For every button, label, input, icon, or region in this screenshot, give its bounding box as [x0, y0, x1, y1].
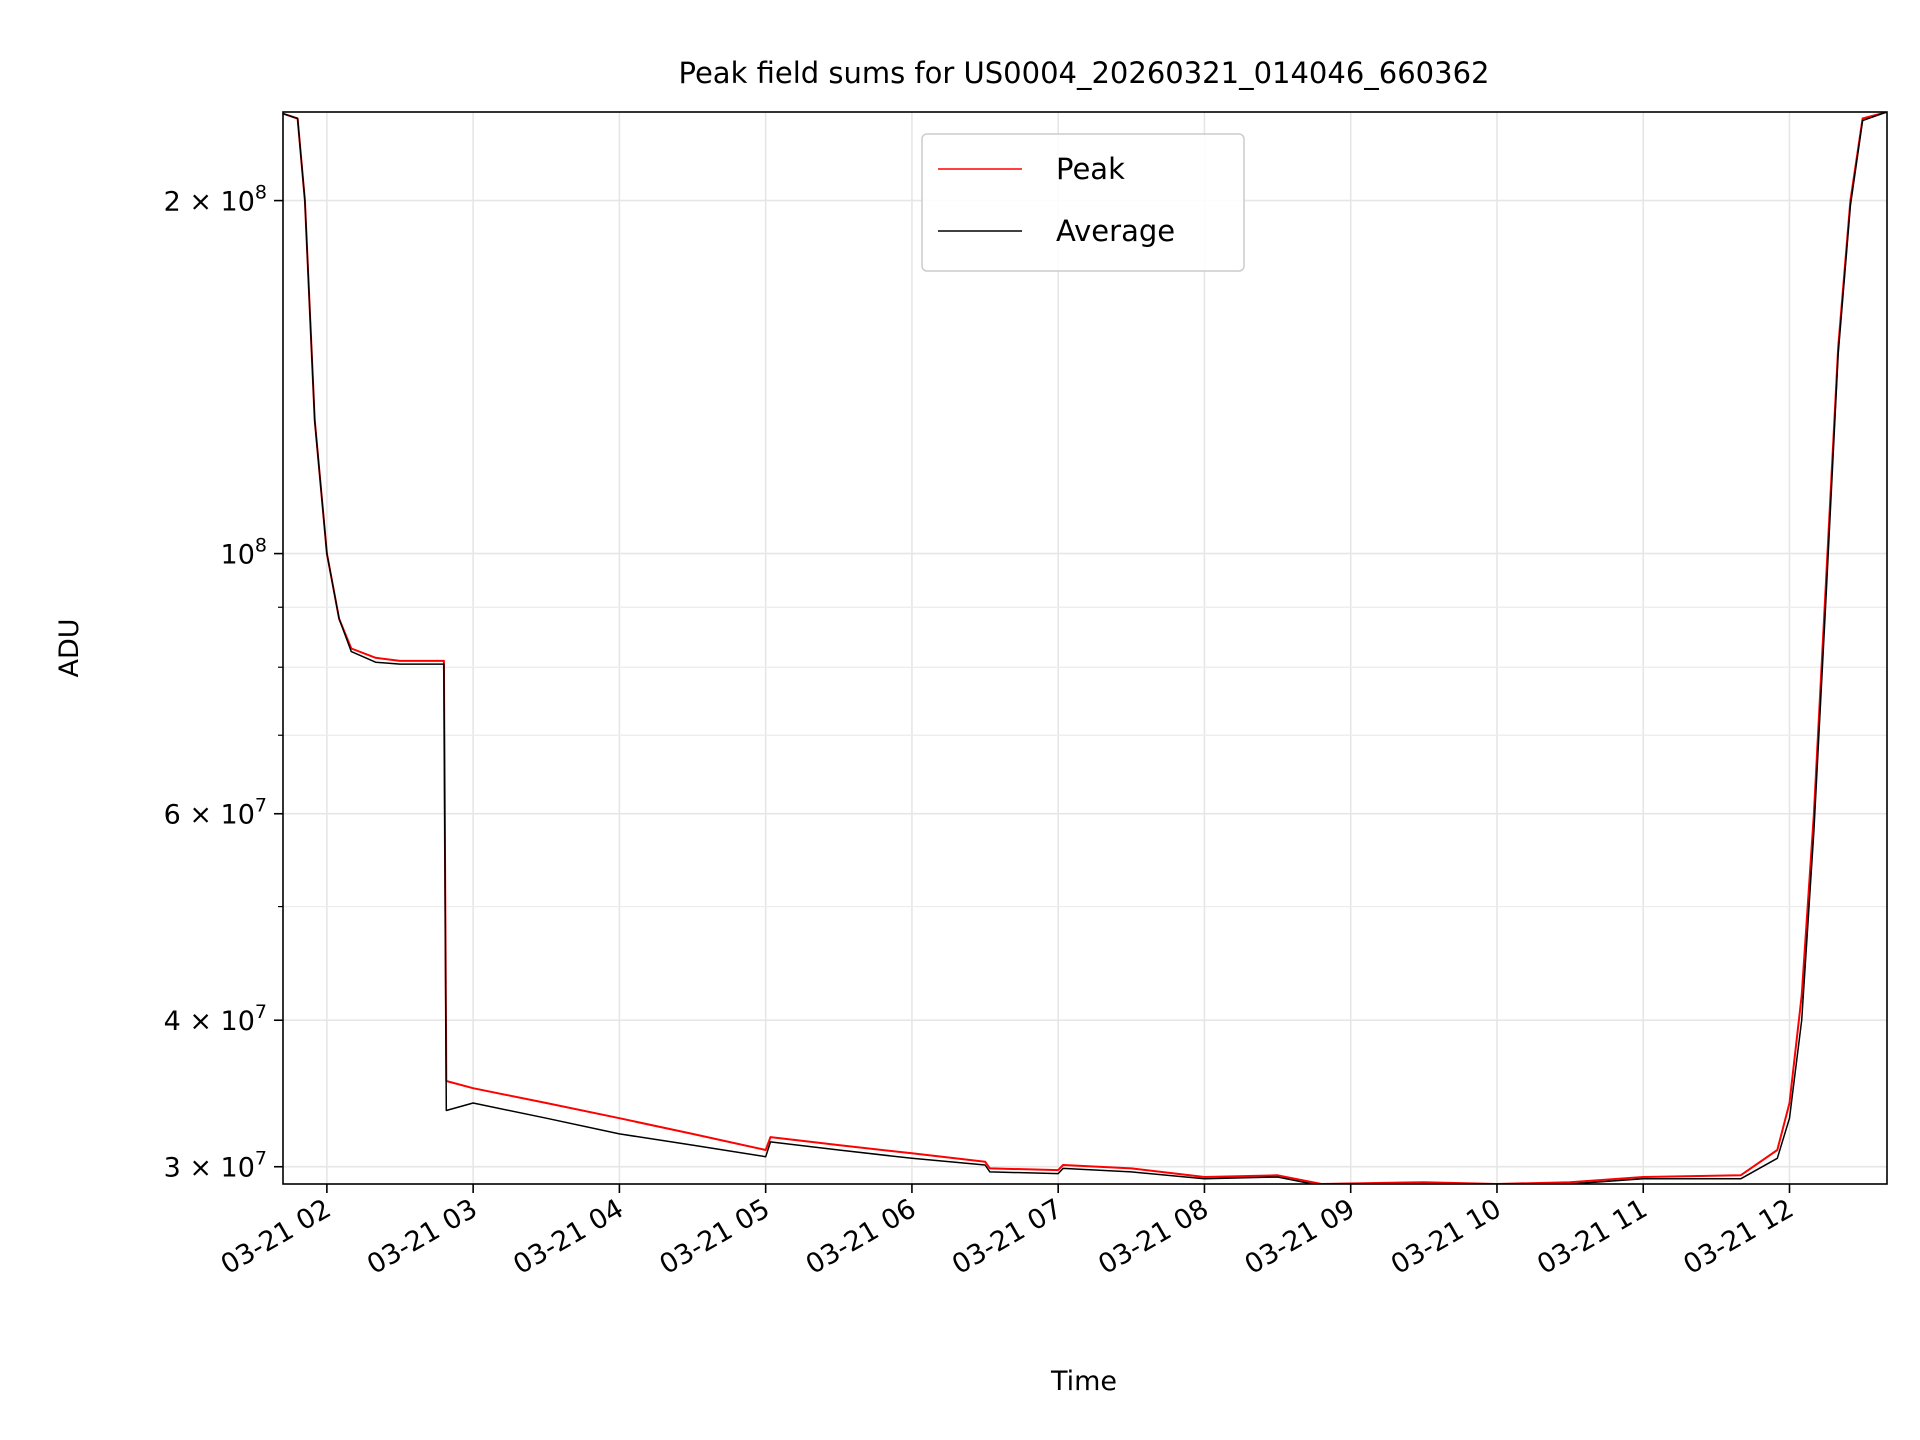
y-tick-label: 4 × 107: [164, 1001, 267, 1037]
x-axis-label: Time: [1050, 1366, 1117, 1397]
legend-label-peak: Peak: [1056, 152, 1125, 186]
y-tick-label: 3 × 107: [164, 1148, 267, 1184]
chart-title: Peak field sums for US0004_20260321_0140…: [679, 56, 1490, 90]
y-tick-label: 6 × 107: [164, 795, 267, 831]
grid-layer: [283, 112, 1887, 1184]
y-tick-label: 108: [221, 535, 267, 571]
y-tick-label: 2 × 108: [164, 182, 267, 218]
plot-frame: [282, 111, 1888, 1185]
series-line-average: [283, 112, 1887, 1184]
series-layer: [283, 112, 1887, 1184]
legend-label-average: Average: [1056, 214, 1175, 248]
y-axis-label: ADU: [54, 618, 85, 677]
legend: Peak Average: [921, 133, 1245, 272]
series-line-peak: [283, 112, 1887, 1184]
